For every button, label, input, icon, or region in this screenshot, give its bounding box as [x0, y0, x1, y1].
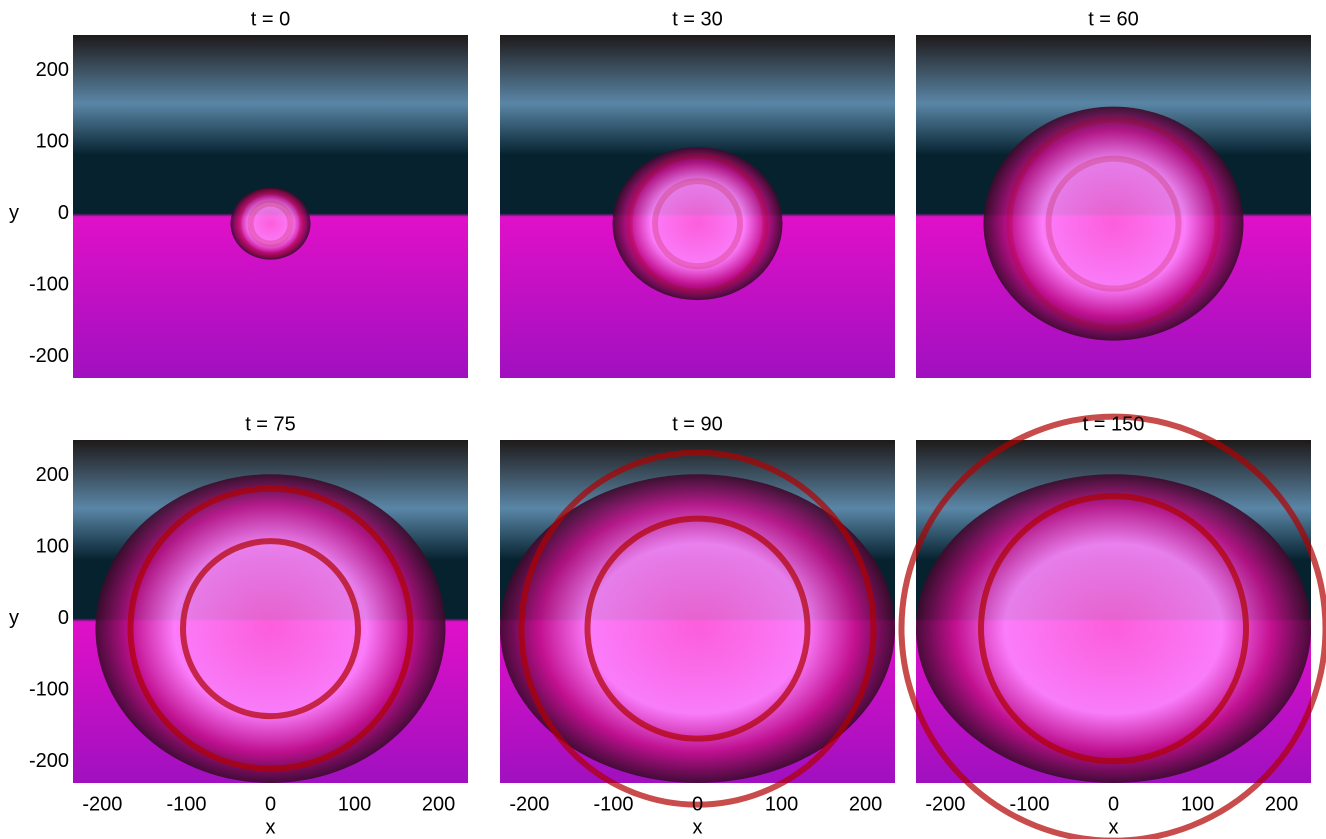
x-tick-label: -100 — [593, 793, 633, 815]
x-tick-label: -200 — [925, 793, 965, 815]
wave-front — [984, 107, 1244, 341]
wave-front — [916, 474, 1311, 783]
y-tick-label: -200 — [29, 345, 69, 367]
y-axis-label: y — [9, 202, 19, 224]
y-axis-label: y — [9, 607, 19, 629]
x-tick-label: -200 — [509, 793, 549, 815]
x-tick-label: 100 — [765, 793, 798, 815]
panel — [73, 35, 468, 378]
x-tick-label: 0 — [265, 793, 276, 815]
y-tick-label: -200 — [29, 750, 69, 772]
wave-front — [96, 474, 446, 783]
x-tick-label: -200 — [82, 793, 122, 815]
y-tick-label: 100 — [36, 130, 69, 152]
x-axis-label: x — [693, 816, 703, 838]
panel — [916, 35, 1311, 378]
panel-title: t = 60 — [1088, 8, 1139, 30]
x-tick-label: 0 — [1108, 793, 1119, 815]
x-tick-label: 200 — [1265, 793, 1298, 815]
wave-front — [613, 147, 783, 300]
x-tick-label: 200 — [422, 793, 455, 815]
y-tick-label: 0 — [58, 202, 69, 224]
panel — [500, 440, 895, 805]
y-tick-label: -100 — [29, 678, 69, 700]
y-tick-label: 200 — [36, 59, 69, 81]
panel-title: t = 75 — [245, 413, 296, 435]
panel — [73, 440, 468, 783]
x-axis-label: x — [266, 816, 276, 838]
x-axis-label: x — [1109, 816, 1119, 838]
y-tick-label: 200 — [36, 464, 69, 486]
panel-title: t = 0 — [251, 8, 290, 30]
wave-front — [231, 188, 311, 260]
x-tick-label: 200 — [849, 793, 882, 815]
panel-title: t = 90 — [672, 413, 723, 435]
figure: t = 0 -200 -100 0 100 200 y t = 30 t = 60 t = 75 -… — [0, 0, 1326, 839]
panel — [902, 417, 1326, 839]
panel-title: t = 30 — [672, 8, 723, 30]
panel-title: t = 150 — [1083, 413, 1145, 435]
x-tick-label: 100 — [338, 793, 371, 815]
x-tick-label: 100 — [1181, 793, 1214, 815]
y-tick-label: -100 — [29, 273, 69, 295]
y-tick-label: 0 — [58, 607, 69, 629]
x-tick-label: 0 — [692, 793, 703, 815]
x-tick-label: -100 — [1009, 793, 1049, 815]
panel — [500, 35, 895, 378]
y-tick-label: 100 — [36, 535, 69, 557]
x-tick-label: -100 — [166, 793, 206, 815]
